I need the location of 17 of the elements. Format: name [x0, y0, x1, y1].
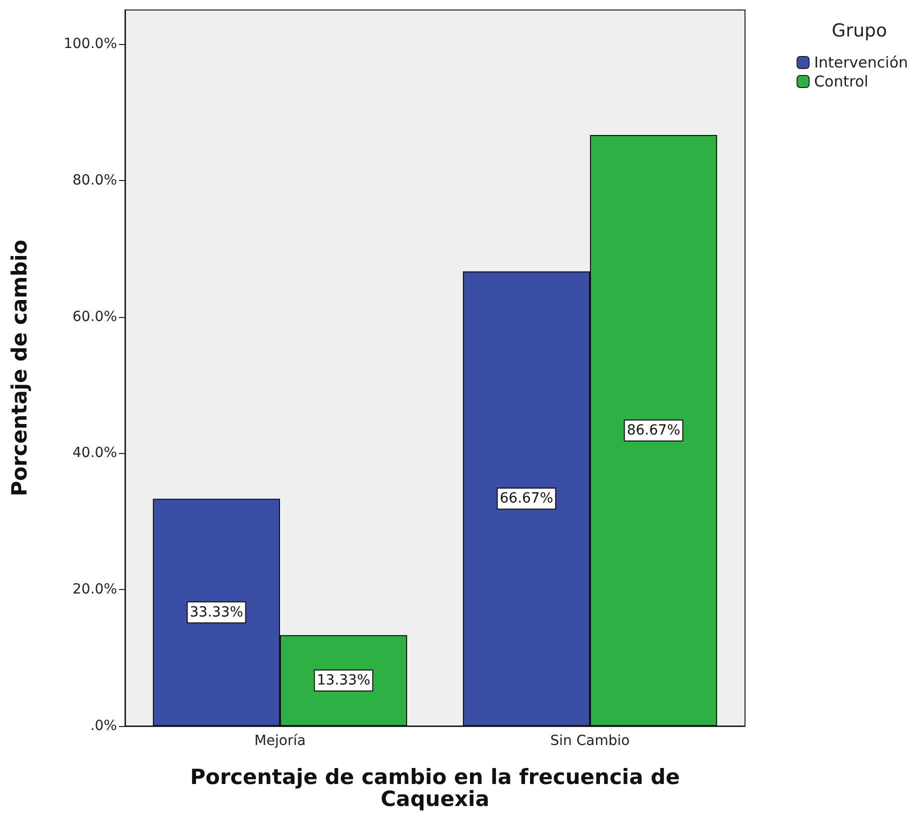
data-label: 13.33%	[316, 672, 370, 689]
data-label: 66.67%	[500, 490, 554, 507]
legend-title: Grupo	[832, 20, 888, 42]
data-label: 86.67%	[626, 422, 680, 438]
y-tick-label: 100.0%	[64, 36, 117, 52]
y-tick-label: 80.0%	[72, 172, 117, 188]
legend-label: Control	[814, 72, 868, 90]
data-label: 33.33%	[190, 604, 244, 620]
y-tick-label: 40.0%	[72, 445, 117, 462]
y-tick-label: 60.0%	[72, 308, 117, 325]
y-tick-label: 20.0%	[72, 582, 117, 598]
legend-label: Intervención	[814, 54, 908, 72]
y-axis-title: Porcentaje de cambio	[8, 240, 32, 496]
x-tick-label: Sin Cambio	[550, 733, 630, 749]
x-axis-title: Porcentaje de cambio en la frecuencia de Caquexia	[190, 765, 680, 811]
x-tick-label: Mejoría	[254, 733, 306, 749]
y-tick-label: .0%	[90, 718, 117, 734]
